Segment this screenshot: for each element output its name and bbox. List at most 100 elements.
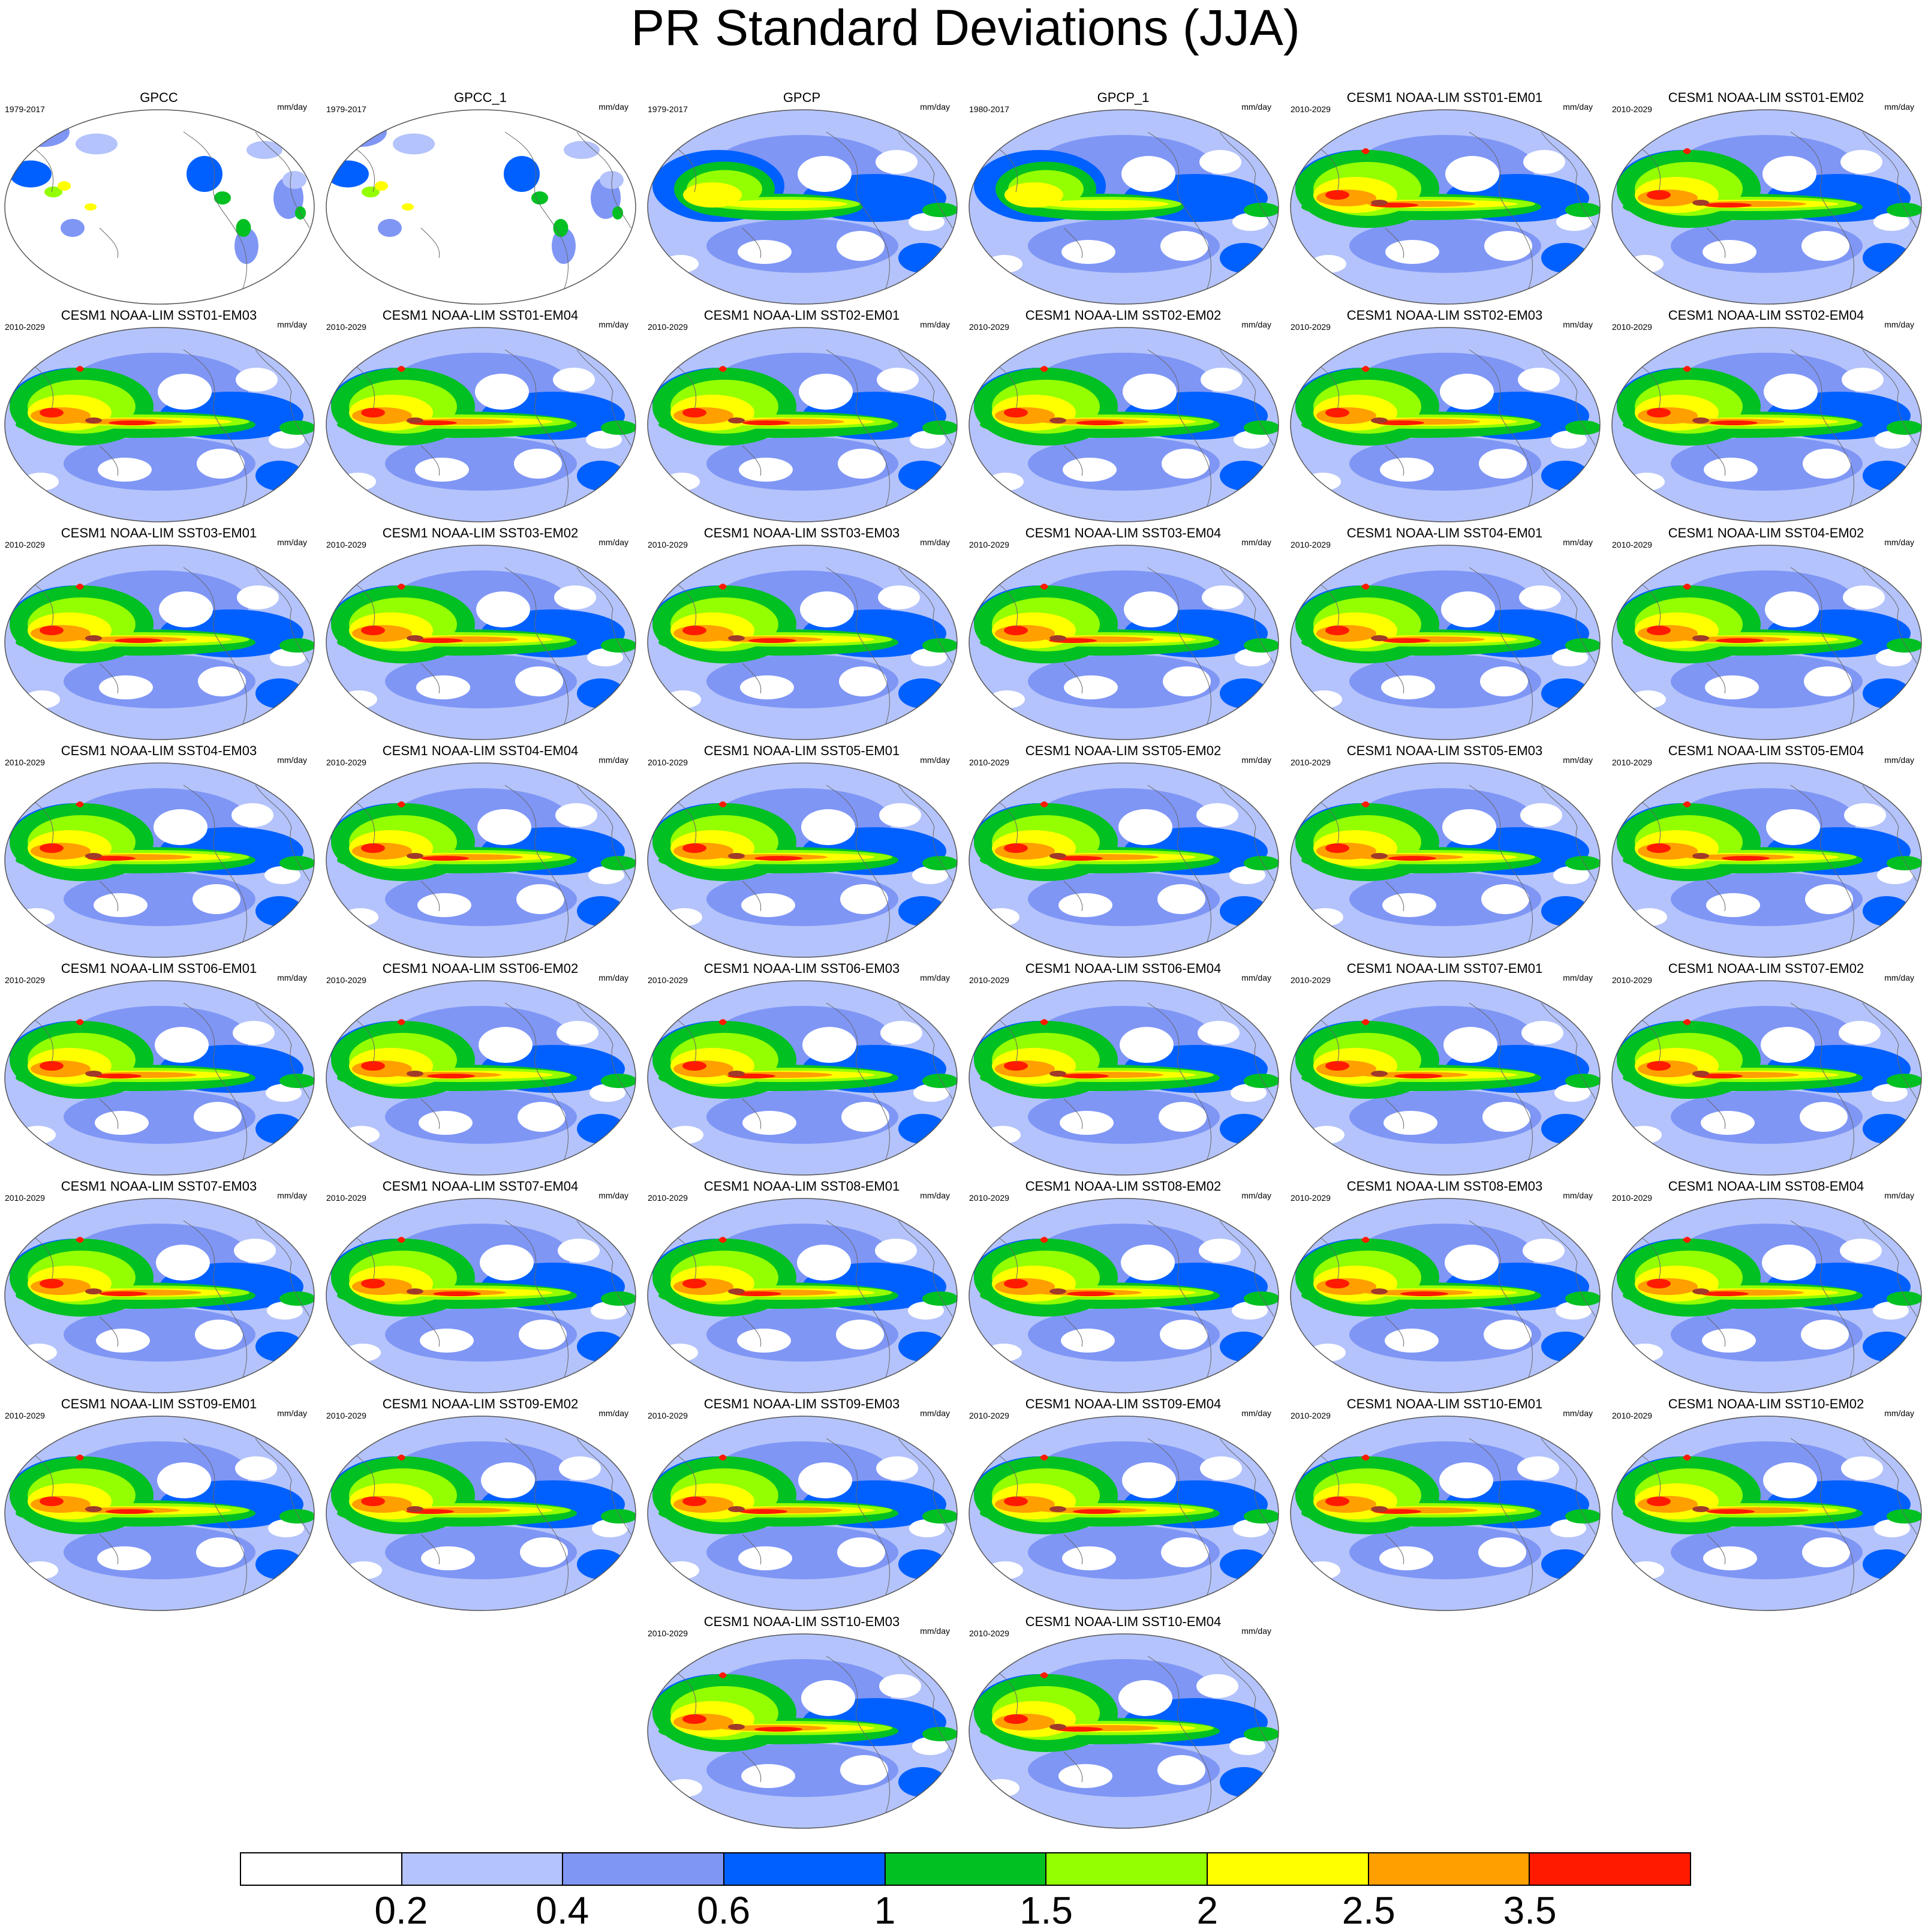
precip-map <box>4 761 315 959</box>
panel-units: mm/day <box>1884 537 1914 547</box>
panel-title: CESM1 NOAA-LIM SST10-EM01 <box>1346 1396 1543 1411</box>
precip-map <box>646 761 958 959</box>
precip-map <box>1611 326 1923 524</box>
precip-map <box>968 1632 1280 1830</box>
colorbar-swatch <box>1530 1853 1691 1885</box>
precip-map <box>1611 761 1923 959</box>
map-panel: CESM1 NOAA-LIM SST09-EM04 2010-2029 mm/day <box>966 1396 1281 1613</box>
panel-period: 2010-2029 <box>648 1411 688 1420</box>
precip-map <box>646 1632 958 1830</box>
panel-period: 2010-2029 <box>326 540 366 549</box>
panel-title: CESM1 NOAA-LIM SST08-EM02 <box>1025 1179 1222 1194</box>
panel-period: 2010-2029 <box>5 322 45 332</box>
map-panel: CESM1 NOAA-LIM SST10-EM02 2010-2029 mm/day <box>1608 1396 1924 1613</box>
panel-title: CESM1 NOAA-LIM SST06-EM02 <box>382 961 579 976</box>
precip-map <box>1611 108 1923 306</box>
map-panel: CESM1 NOAA-LIM SST06-EM03 2010-2029 mm/day <box>644 961 960 1178</box>
panel-period: 1979-2017 <box>648 104 688 114</box>
panel-title: CESM1 NOAA-LIM SST10-EM04 <box>1025 1614 1222 1629</box>
panel-period: 2010-2029 <box>1291 758 1331 767</box>
precip-map <box>4 1414 315 1612</box>
precip-map <box>968 326 1280 524</box>
colorbar-swatch <box>402 1853 564 1885</box>
panel-title: CESM1 NOAA-LIM SST01-EM01 <box>1346 90 1543 105</box>
precip-map <box>968 1197 1280 1395</box>
panel-units: mm/day <box>1563 320 1593 329</box>
colorbar-tick-label: 2.5 <box>1342 1889 1395 1932</box>
panel-units: mm/day <box>598 1191 628 1200</box>
panel-title: CESM1 NOAA-LIM SST01-EM04 <box>382 308 579 323</box>
panel-units: mm/day <box>598 320 628 329</box>
map-panel: CESM1 NOAA-LIM SST01-EM02 2010-2029 mm/day <box>1608 90 1924 307</box>
panel-title: GPCP <box>783 90 821 105</box>
map-panel: GPCP_1 1980-2017 mm/day <box>966 90 1281 307</box>
panel-units: mm/day <box>1241 973 1271 982</box>
panel-units: mm/day <box>920 320 950 329</box>
precip-map <box>1289 1197 1601 1395</box>
panel-period: 2010-2029 <box>648 540 688 549</box>
panel-period: 2010-2029 <box>1291 322 1331 332</box>
precip-map <box>968 108 1280 306</box>
panel-title: CESM1 NOAA-LIM SST02-EM01 <box>703 308 900 323</box>
map-panel: CESM1 NOAA-LIM SST02-EM03 2010-2029 mm/day <box>1287 308 1602 525</box>
panel-title: CESM1 NOAA-LIM SST05-EM03 <box>1346 743 1543 758</box>
map-panel: CESM1 NOAA-LIM SST09-EM02 2010-2029 mm/day <box>323 1396 638 1613</box>
map-panel: CESM1 NOAA-LIM SST08-EM04 2010-2029 mm/day <box>1608 1179 1924 1396</box>
panel-units: mm/day <box>277 1408 307 1418</box>
colorbar-tick-label: 3.5 <box>1503 1889 1557 1932</box>
map-panel: CESM1 NOAA-LIM SST08-EM03 2010-2029 mm/day <box>1287 1179 1602 1396</box>
colorbar <box>240 1852 1691 1886</box>
panel-title: CESM1 NOAA-LIM SST02-EM04 <box>1668 308 1864 323</box>
panel-units: mm/day <box>277 973 307 982</box>
panel-period: 2010-2029 <box>1612 1193 1652 1203</box>
precip-map <box>4 1197 315 1395</box>
precip-map <box>1611 543 1923 741</box>
panel-title: CESM1 NOAA-LIM SST09-EM04 <box>1025 1396 1222 1411</box>
panel-units: mm/day <box>1884 320 1914 329</box>
panel-period: 2010-2029 <box>1612 322 1652 332</box>
panel-units: mm/day <box>1563 1408 1593 1418</box>
panel-title: CESM1 NOAA-LIM SST03-EM04 <box>1025 525 1222 540</box>
colorbar-swatch <box>1368 1853 1530 1885</box>
precip-map <box>1611 1414 1923 1612</box>
panel-title: GPCP_1 <box>1097 90 1150 105</box>
map-panel: CESM1 NOAA-LIM SST03-EM02 2010-2029 mm/day <box>323 525 638 743</box>
panel-title: CESM1 NOAA-LIM SST07-EM02 <box>1668 961 1864 976</box>
map-panel: CESM1 NOAA-LIM SST05-EM03 2010-2029 mm/day <box>1287 743 1602 960</box>
colorbar-tick-label: 0.2 <box>374 1889 428 1932</box>
panel-units: mm/day <box>920 102 950 112</box>
panel-title: GPCC_1 <box>453 90 507 105</box>
panel-period: 2010-2029 <box>1291 540 1331 549</box>
precip-map <box>646 326 958 524</box>
panel-period: 2010-2029 <box>326 975 366 985</box>
panel-period: 2010-2029 <box>969 758 1009 767</box>
precip-map <box>325 761 637 959</box>
map-panel: CESM1 NOAA-LIM SST03-EM03 2010-2029 mm/day <box>644 525 960 743</box>
colorbar-swatch <box>885 1853 1047 1885</box>
panel-units: mm/day <box>1241 102 1271 112</box>
map-panel: CESM1 NOAA-LIM SST05-EM01 2010-2029 mm/day <box>644 743 960 960</box>
panel-units: mm/day <box>1563 973 1593 982</box>
panel-units: mm/day <box>1563 102 1593 112</box>
precip-map <box>646 543 958 741</box>
panel-units: mm/day <box>920 755 950 765</box>
map-panel: CESM1 NOAA-LIM SST07-EM01 2010-2029 mm/day <box>1287 961 1602 1178</box>
map-panel: CESM1 NOAA-LIM SST10-EM01 2010-2029 mm/day <box>1287 1396 1602 1613</box>
precip-map <box>325 1414 637 1612</box>
panel-title: CESM1 NOAA-LIM SST08-EM03 <box>1346 1179 1543 1194</box>
panel-units: mm/day <box>598 755 628 765</box>
panel-title: CESM1 NOAA-LIM SST04-EM03 <box>61 743 257 758</box>
panel-period: 2010-2029 <box>648 758 688 767</box>
map-panel: CESM1 NOAA-LIM SST03-EM01 2010-2029 mm/day <box>1 525 317 743</box>
map-panel: CESM1 NOAA-LIM SST09-EM03 2010-2029 mm/day <box>644 1396 960 1613</box>
map-panel: CESM1 NOAA-LIM SST05-EM04 2010-2029 mm/day <box>1608 743 1924 960</box>
panel-title: CESM1 NOAA-LIM SST09-EM01 <box>61 1396 257 1411</box>
panel-title: CESM1 NOAA-LIM SST09-EM03 <box>703 1396 900 1411</box>
panel-period: 2010-2029 <box>1291 104 1331 114</box>
panel-period: 2010-2029 <box>1291 1411 1331 1420</box>
map-panel: GPCP 1979-2017 mm/day <box>644 90 960 307</box>
panel-period: 2010-2029 <box>5 1411 45 1420</box>
panel-title: CESM1 NOAA-LIM SST01-EM02 <box>1668 90 1864 105</box>
panel-units: mm/day <box>598 973 628 982</box>
map-panel: CESM1 NOAA-LIM SST02-EM04 2010-2029 mm/day <box>1608 308 1924 525</box>
